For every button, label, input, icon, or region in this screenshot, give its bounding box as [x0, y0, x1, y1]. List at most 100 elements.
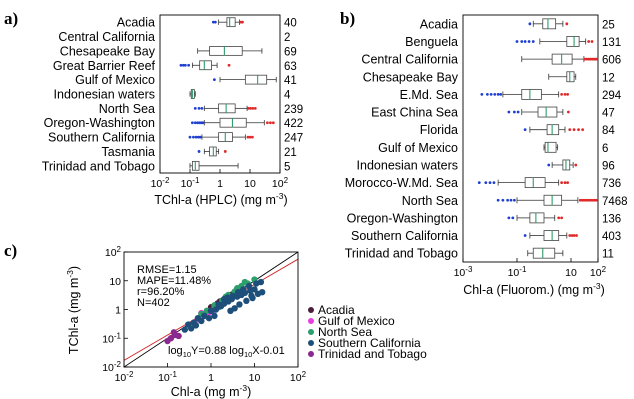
panel-c-x-tick-label-base: 10 [115, 372, 127, 384]
panel-a-count-label: 40 [284, 18, 297, 30]
panel-b-outlier-low [507, 216, 511, 220]
panel-b-outlier-high [568, 234, 572, 237]
panel-b-outlier-high [589, 198, 593, 202]
panel-a-outlier-high [223, 150, 227, 153]
panel-c-point [258, 288, 266, 296]
panel-a-category-label: Oregon-Washington [44, 116, 155, 130]
panel-b-count-label: 736 [602, 178, 621, 190]
panel-b-outlier-high [563, 92, 567, 96]
panel-b-outlier-low [523, 128, 527, 132]
panel-c-x-axis-label: Chl-a (mg m-3) [171, 383, 252, 399]
panel-a-x-ticks: 10-2 10-1 1 10 102 [151, 169, 289, 190]
panel-b-row: Acadia 25 [420, 17, 615, 31]
panel-c-x-tick-label-base: 10 [249, 372, 261, 384]
panel-b-outlier-low [547, 163, 551, 167]
panel-b-outlier-low [480, 92, 484, 96]
panel-a-outlier-low [196, 121, 200, 125]
panel-b-outlier-high [566, 110, 570, 114]
panel-a-count-label: 69 [284, 46, 297, 58]
panel-a-x-tick-label-exp: 2 [284, 176, 289, 185]
panel-a-x-tick-label-base: 10 [151, 178, 163, 190]
panel-a-outlier-low [190, 121, 194, 125]
panel-a-category-label: North Sea [99, 102, 155, 116]
panel-c-y-axis-label: TChl-a (mg m-3) [65, 266, 81, 354]
panel-b-x-tick-label-base: 10 [565, 267, 577, 279]
panel-b-outlier-low [511, 216, 515, 220]
panel-a-box [218, 103, 236, 114]
panel-b-outlier-high [560, 92, 564, 96]
panel-b-count-label: 11 [602, 249, 614, 261]
panel-c-point [248, 292, 255, 299]
panel-b-outlier-low [507, 110, 511, 114]
panel-b-outlier-high [568, 128, 572, 132]
panel-b-x-tick-label: 10-3 [454, 265, 473, 279]
panel-b-box [543, 230, 560, 241]
panel-a-row: Acadia 40 [117, 16, 297, 30]
panel-c-point [211, 312, 218, 320]
panel-b-x-tick-label-exp: -3 [465, 265, 473, 274]
panel-a-outlier-low [179, 63, 183, 67]
panel-c-y-tick-label: 10-2 [102, 360, 121, 374]
panel-b-outlier-high [566, 92, 570, 96]
panel-b-box [532, 247, 556, 259]
panel-a-outlier-low [212, 78, 216, 82]
panel-b-category-label: North Sea [402, 194, 458, 208]
panel-c-point [198, 317, 205, 325]
panel-c-stat: MAPE=11.48% [137, 275, 211, 287]
panel-b-rows: Acadia 25 Benguela 131 Central California 606… [345, 17, 628, 260]
panel-c-point [207, 307, 215, 315]
panel-c-x-tick-label-exp: -2 [126, 370, 134, 379]
panel-c-x-tick-label: 10-1 [158, 370, 177, 384]
panel-b-outlier-high [577, 128, 580, 132]
panel-b-row: Central California 606 [361, 53, 621, 67]
panel-b-outlier-low [501, 198, 505, 202]
panel-b-x-axis-label: Chl-a (Fluorom.) (mg m-3) [463, 281, 605, 297]
panel-a-row: Chesapeake Bay 69 [60, 44, 297, 58]
panel-b-row: Morocco-W.Md. Sea 736 [345, 176, 621, 190]
panel-a-x-tick-label-base: 10 [244, 178, 256, 190]
panel-a-outlier-high [271, 121, 275, 125]
panel-a-count-label: 5 [284, 161, 290, 173]
panel-a-category-label: Great Barrier Reef [53, 59, 156, 73]
panel-b-x-ticks: 10-3 10-1 10 102 [454, 258, 607, 279]
panel-b-outlier-low [528, 22, 532, 26]
panel-c-point [243, 297, 250, 305]
panel-b-box [524, 177, 546, 189]
panel-b-row: Southern California 403 [351, 229, 621, 243]
panel-a-outlier-high [246, 135, 250, 139]
panel-b-outlier-high [587, 40, 591, 43]
panel-a-row: Southern California 247 [48, 131, 303, 145]
panel-a-count-label: 422 [284, 118, 303, 130]
panel-a-outlier-low [183, 63, 187, 67]
panel-b-box [529, 212, 545, 224]
panel-b-x-tick-label-exp: 2 [602, 265, 607, 274]
panel-b-row: Gulf of Mexico 6 [378, 141, 608, 155]
panel-a-box [226, 17, 236, 28]
panel-c-point [234, 288, 242, 296]
panel-c-y-tick-label: 1 [115, 305, 121, 317]
panel-a-row: North Sea 239 [99, 102, 303, 116]
panel-b-outlier-low [506, 198, 510, 202]
panel-c-point [192, 322, 200, 329]
panel-c-point [205, 314, 213, 322]
panel-b-outlier-low [523, 40, 527, 43]
panel-b-category-label: Chesapeake Bay [363, 70, 459, 84]
panel-a-row: Great Barrier Reef 63 [53, 59, 297, 73]
panel-c-legend-swatch [308, 318, 314, 324]
panel-b-outlier-high [583, 57, 587, 61]
panel-b-outlier-low [515, 40, 519, 43]
panel-a-x-tick-label-exp: -2 [162, 176, 170, 185]
panel-a-outlier-low [211, 20, 215, 24]
panel-b-outlier-high [565, 22, 569, 26]
panel-b-category-label: Acadia [420, 17, 458, 31]
panel-b-outlier-high [563, 181, 567, 185]
panel-c-x-tick-label-base: 10 [158, 372, 170, 384]
panel-a-label: a) [4, 9, 18, 28]
panel-a-frame [159, 14, 281, 174]
panel-c-point [175, 332, 182, 340]
panel-b-row: Benguela 131 [405, 35, 621, 49]
panel-b-outlier-high [557, 216, 561, 220]
panel-a-outlier-high [269, 121, 272, 125]
panel-c-point [245, 282, 253, 290]
